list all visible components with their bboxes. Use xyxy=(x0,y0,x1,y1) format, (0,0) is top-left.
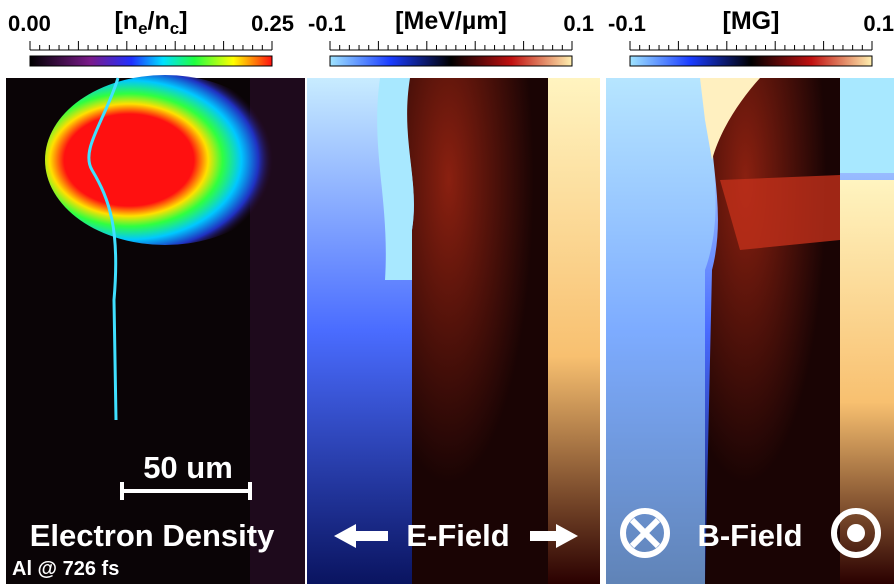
unit-part: ] xyxy=(179,7,187,35)
unit-part: [MG] xyxy=(723,7,780,35)
unit-part: e xyxy=(138,19,147,38)
field-yellow xyxy=(840,180,894,584)
note: Al @ 726 fs xyxy=(12,558,119,580)
scale-bar-label: 50 um xyxy=(143,450,233,485)
density-blob xyxy=(45,75,285,245)
field-light-right xyxy=(840,78,894,173)
unit-part: /n xyxy=(148,7,170,35)
field-light xyxy=(606,78,720,584)
colorbar-min: -0.1 xyxy=(308,11,346,36)
target-edge xyxy=(87,77,120,421)
colorbar-min: -0.1 xyxy=(608,11,646,36)
colorbar-unit: [MeV/µm] xyxy=(395,7,507,35)
scale-bar xyxy=(120,482,252,500)
colorbar-unit: [MG] xyxy=(723,7,780,35)
panel-bfield: B-Field xyxy=(606,78,894,584)
caption: B-Field xyxy=(697,518,802,553)
colorbar xyxy=(629,55,873,67)
colorbar xyxy=(29,55,273,67)
colorbar-unit: [ne/nc] xyxy=(114,7,187,38)
field-yellow xyxy=(548,78,600,584)
panel-density: 50 um Electron Density Al @ 726 fs xyxy=(6,75,305,584)
field-light xyxy=(377,78,414,280)
unit-part: [MeV/µm] xyxy=(395,7,507,35)
field-red xyxy=(720,175,840,250)
arrow-right xyxy=(530,524,578,548)
colorbars: 0.00 0.25 [ne/nc] -0.1 0.1 [MeV/µm] -0.1 0.1 [MG… xyxy=(8,7,894,67)
arrow-left xyxy=(334,524,388,548)
into-page-symbol xyxy=(620,508,670,558)
out-of-page-symbol xyxy=(831,508,881,558)
panel-efield: E-Field xyxy=(307,78,600,584)
colorbar xyxy=(329,55,573,67)
field-dark xyxy=(406,78,548,584)
colorbar-max: 0.1 xyxy=(563,11,594,36)
caption: Electron Density xyxy=(30,518,275,553)
unit-part: [n xyxy=(114,7,138,35)
colorbar-min: 0.00 xyxy=(8,11,51,36)
colorbar-max: 0.25 xyxy=(251,11,294,36)
field-yellow-top xyxy=(700,78,760,160)
caption: E-Field xyxy=(406,518,509,553)
unit-part: c xyxy=(170,19,179,38)
colorbar-max: 0.1 xyxy=(863,11,894,36)
field-dark xyxy=(705,78,840,584)
